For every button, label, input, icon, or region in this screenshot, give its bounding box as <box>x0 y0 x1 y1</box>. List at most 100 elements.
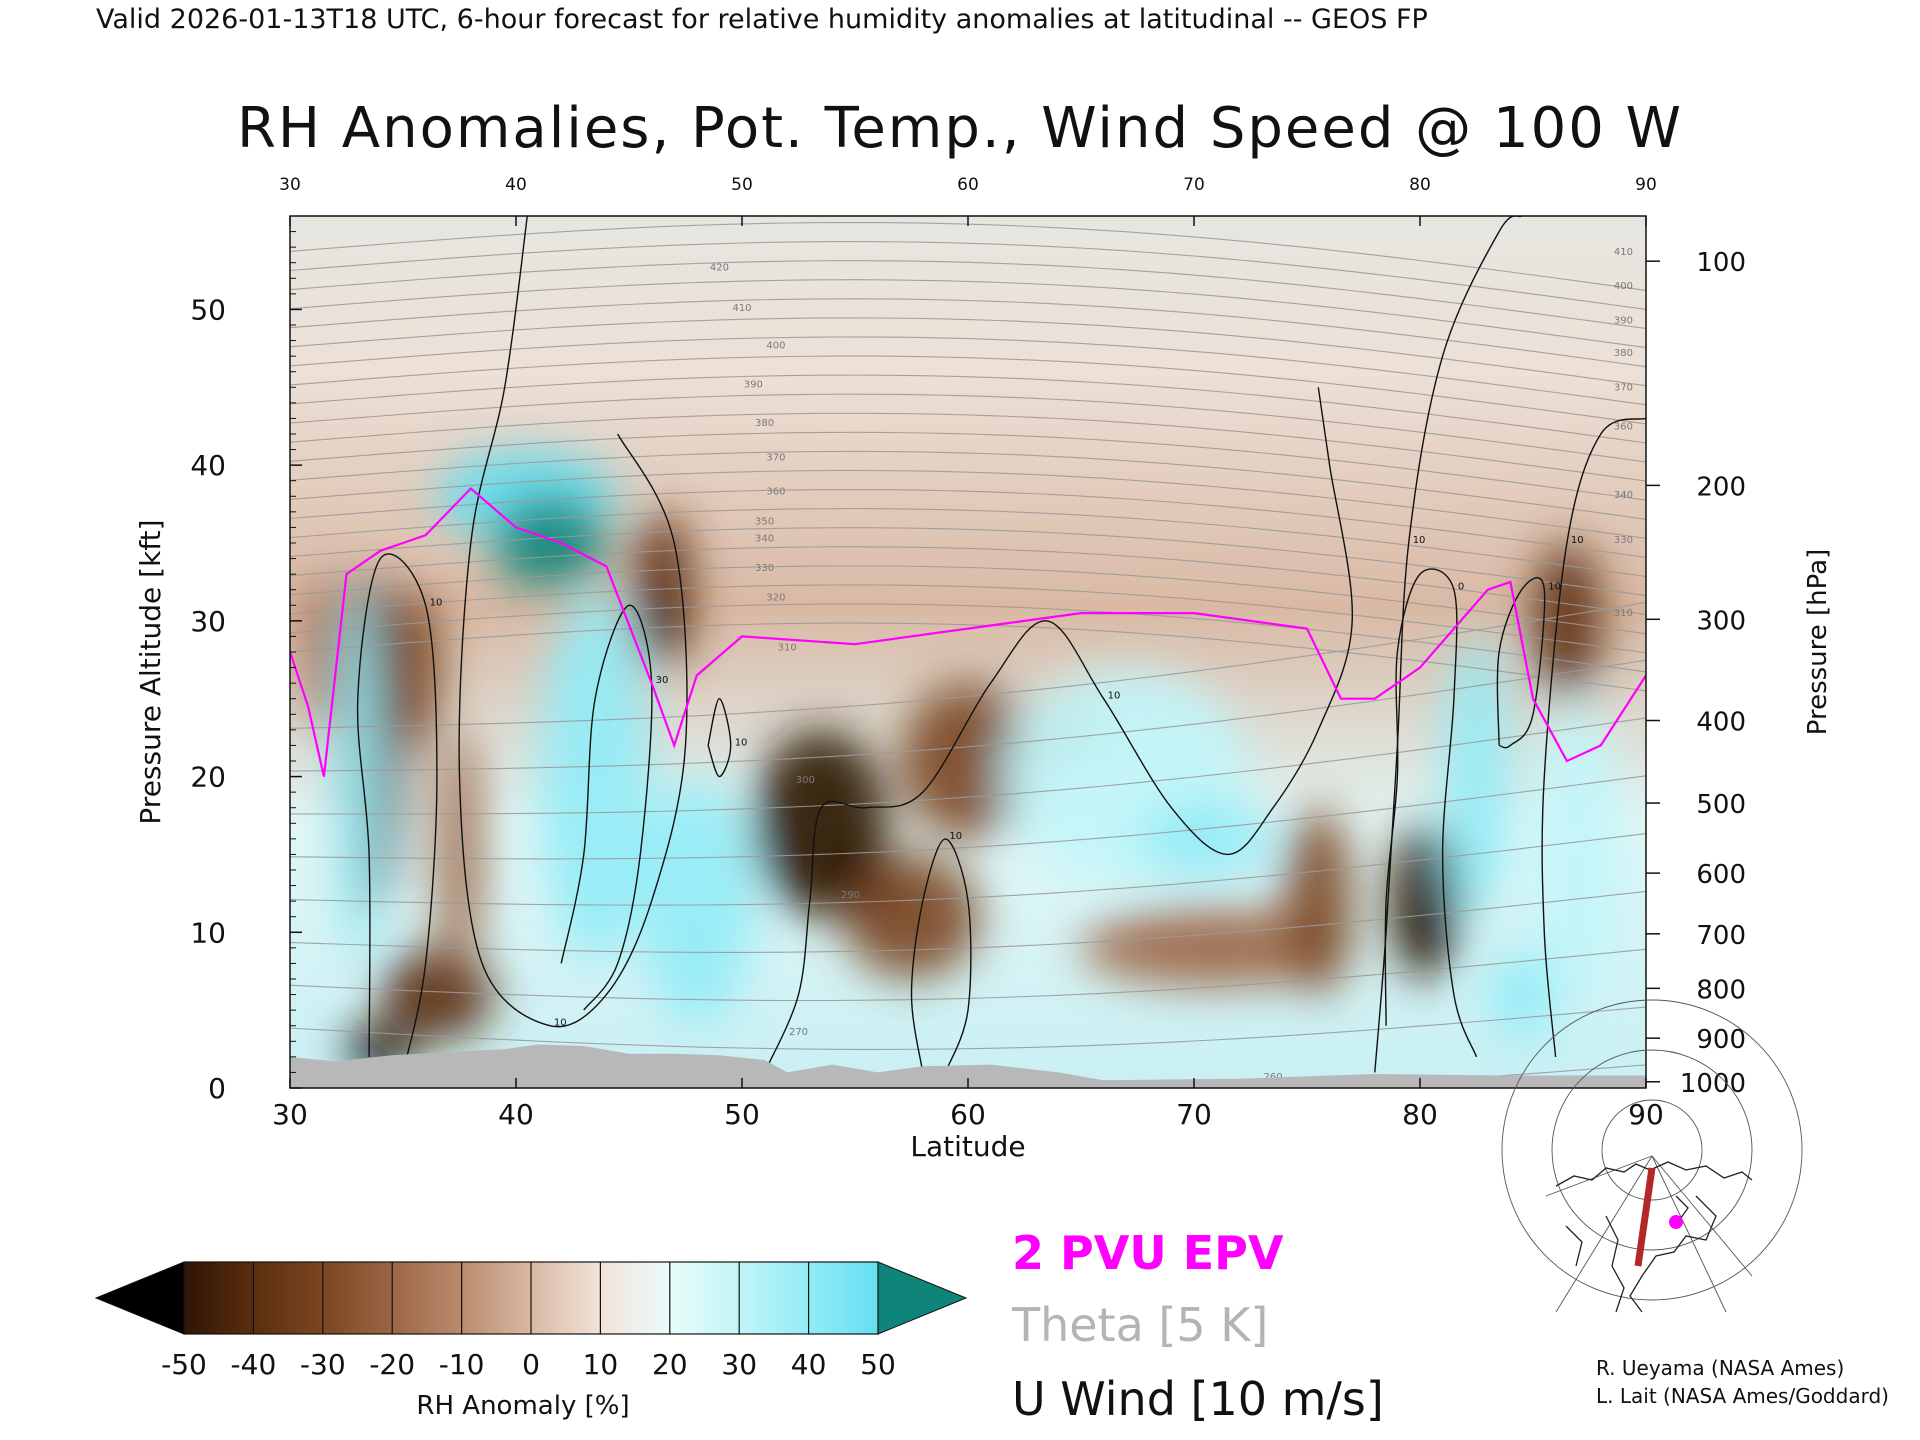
theta-line-300 <box>290 717 1646 815</box>
chart-title: RH Anomalies, Pot. Temp., Wind Speed @ 1… <box>236 96 1684 161</box>
x-tick-label-70: 70 <box>1176 1098 1212 1131</box>
x-top-tick-label-60: 60 <box>957 175 979 195</box>
theta-label-5: 370 <box>766 452 785 463</box>
rh-blob-1 <box>387 589 442 746</box>
theta-label-10: 320 <box>766 593 785 604</box>
theta-line-395 <box>290 317 1646 387</box>
x-tick-label-50: 50 <box>724 1098 760 1131</box>
colorbar-segment-5 <box>531 1262 601 1334</box>
colorbar-segment-4 <box>461 1262 532 1334</box>
theta-line-380 <box>290 374 1646 444</box>
u-wind-contour-4 <box>763 387 1353 1073</box>
theta-label-1: 410 <box>732 303 751 314</box>
x-tick-label-80: 80 <box>1402 1098 1438 1131</box>
theta-line-375 <box>290 393 1646 463</box>
plot-area: 4204104003903803703603503403303203103002… <box>290 216 1646 1088</box>
rh-blob-23 <box>1413 908 1441 956</box>
u-wind-label-2: 10 <box>554 1018 567 1029</box>
theta-line-410 <box>290 260 1646 330</box>
colorbar-segment-9 <box>808 1262 879 1334</box>
y-tick-label-40: 40 <box>190 449 226 482</box>
pressure-tick-label-100: 100 <box>1696 248 1746 278</box>
colorbar-tick-8: 30 <box>721 1348 757 1381</box>
surface-terrain <box>290 1044 1646 1088</box>
cross-section-line <box>1634 1167 1656 1267</box>
u-wind-contour-9 <box>1496 577 1546 749</box>
y-tick-label-0: 0 <box>208 1072 226 1105</box>
colorbar-segment-2 <box>322 1262 393 1334</box>
theta-line-280 <box>290 948 1646 1002</box>
theta-label-20: 370 <box>1614 382 1633 393</box>
theta-label-24: 310 <box>1614 608 1633 619</box>
theta-label-21: 360 <box>1614 421 1633 432</box>
x-tick-label-60: 60 <box>950 1098 986 1131</box>
theta-line-315 <box>290 622 1646 692</box>
colorbar-segment-8 <box>739 1262 810 1334</box>
theta-line-295 <box>290 775 1646 860</box>
u-wind-contour-1 <box>560 604 653 1011</box>
rh-blob-19 <box>1137 799 1274 878</box>
theta-line-320 <box>290 603 1646 673</box>
theta-line-340 <box>290 527 1646 597</box>
colorbar-high-arrow <box>877 1261 968 1335</box>
pressure-tick-label-800: 800 <box>1696 975 1746 1005</box>
u-wind-label-5: 10 <box>949 831 962 842</box>
u-wind-label-8: 10 <box>1571 535 1584 546</box>
y-tick-label-50: 50 <box>190 293 226 326</box>
theta-label-11: 310 <box>778 642 797 653</box>
credit-ueyama: R. Ueyama (NASA Ames) <box>1596 1356 1845 1380</box>
pressure-tick-label-1000: 1000 <box>1680 1069 1746 1099</box>
theta-label-6: 360 <box>766 487 785 498</box>
rh-blob-15 <box>843 854 980 979</box>
legend-pv: 2 PVU EPV <box>1012 1226 1284 1280</box>
colorbar-tick-6: 10 <box>583 1348 619 1381</box>
y-tick-label-30: 30 <box>190 605 226 638</box>
theta-label-16: 410 <box>1614 247 1633 258</box>
u-wind-contour-8 <box>1541 417 1646 1057</box>
u-wind-contours: 10 30 10 10 10 10 0 10 10 10 <box>356 216 1646 1073</box>
theta-label-7: 350 <box>755 516 774 527</box>
pv-line <box>290 486 1646 777</box>
rh-blob-21 <box>1284 807 1353 995</box>
theta-line-330 <box>290 565 1646 635</box>
theta-line-360 <box>290 450 1646 520</box>
theta-line-390 <box>290 336 1646 406</box>
theta-label-0: 420 <box>710 263 729 274</box>
x-top-tick-label-40: 40 <box>505 175 527 195</box>
colorbar-tick-1: -40 <box>231 1348 277 1381</box>
u-wind-label-3: 10 <box>735 737 748 748</box>
rh-blob-11 <box>656 602 679 640</box>
rh-blob-8 <box>538 589 652 964</box>
colorbar-tick-0: -50 <box>161 1348 207 1381</box>
theta-label-2: 400 <box>766 340 785 351</box>
theta-label-3: 390 <box>744 379 763 390</box>
colorbar-tick-7: 20 <box>652 1348 688 1381</box>
rh-anomaly-field <box>303 449 1624 1073</box>
theta-label-4: 380 <box>755 418 774 429</box>
theta-line-285 <box>290 890 1646 953</box>
colorbar-segment-7 <box>669 1262 740 1334</box>
u-wind-contour-2 <box>458 216 688 1028</box>
pv-tropopause <box>290 486 1646 777</box>
theta-line-385 <box>290 355 1646 425</box>
theta-line-305 <box>290 659 1646 772</box>
theta-line-350 <box>290 489 1646 558</box>
y-tick-label-20: 20 <box>190 761 226 794</box>
u-wind-contour-0 <box>356 553 438 1073</box>
theta-label-23: 330 <box>1614 535 1633 546</box>
rh-blob-26 <box>1533 698 1624 1011</box>
x-tick-label-30: 30 <box>272 1098 308 1131</box>
theta-line-310 <box>290 601 1646 729</box>
pressure-tick-label-400: 400 <box>1696 708 1746 738</box>
theta-label-17: 400 <box>1614 281 1633 292</box>
theta-line-275 <box>290 1006 1646 1050</box>
x-tick-label-40: 40 <box>498 1098 534 1131</box>
pressure-tick-label-200: 200 <box>1696 472 1746 502</box>
pressure-tick-label-900: 900 <box>1696 1025 1746 1055</box>
theta-label-9: 330 <box>755 563 774 574</box>
rh-blob-27 <box>1487 947 1556 1042</box>
pressure-tick-label-500: 500 <box>1696 790 1746 820</box>
colorbar-segment-3 <box>392 1262 463 1334</box>
u-wind-label-0: 10 <box>430 597 443 608</box>
u-wind-contour-3 <box>707 697 732 778</box>
